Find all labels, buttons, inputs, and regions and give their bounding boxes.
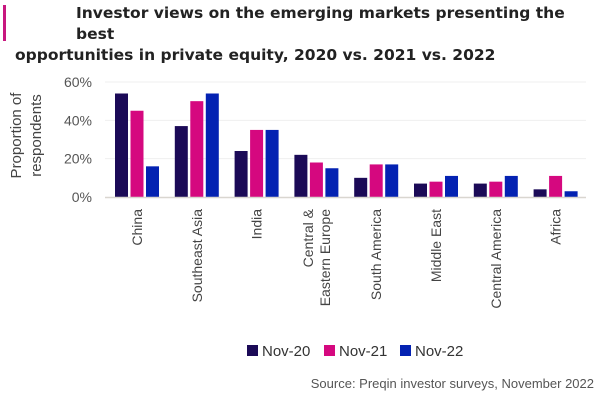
bar-nov-22-central-america — [504, 175, 518, 197]
bar-nov-20-central-eastern-europe — [294, 154, 308, 197]
bar-nov-22-india — [265, 129, 279, 197]
bar-nov-20-south-america — [354, 177, 368, 197]
legend-label-nov-20: Nov-20 — [262, 343, 310, 360]
y-tick-label: 40% — [64, 112, 92, 128]
y-axis-label: Proportion of respondents — [8, 92, 45, 179]
bar-nov-20-india — [234, 151, 248, 197]
legend-swatch-nov-20 — [247, 345, 258, 356]
x-axis-category-labels: China Southeast Asia India Central & Eastern… — [129, 208, 564, 308]
x-tick-label: Middle East — [428, 209, 444, 282]
bar-nov-21-central-eastern-europe — [309, 162, 323, 197]
y-tick-label: 60% — [64, 74, 92, 90]
bar-nov-22-china — [146, 166, 159, 197]
y-axis-label-line: Proportion of — [8, 92, 25, 179]
bar-nov-21-china — [130, 110, 144, 197]
chart-title-line-2: opportunities in private equity, 2020 vs… — [15, 46, 496, 64]
x-tick-label: Africa — [548, 209, 564, 245]
legend-label-nov-21: Nov-21 — [339, 343, 387, 360]
bar-nov-22-south-america — [385, 164, 399, 197]
bar-nov-20-china — [115, 93, 128, 197]
source-note: Source: Preqin investor surveys, Novembe… — [310, 376, 594, 391]
title-accent-bar — [3, 5, 6, 41]
x-tick-label: Eastern Europe — [317, 209, 333, 306]
y-tick-label: 0% — [72, 189, 92, 205]
bar-nov-20-africa — [533, 189, 547, 197]
legend-swatch-nov-22 — [400, 345, 411, 356]
bar-nov-21-central-america — [489, 181, 503, 197]
x-tick-label: India — [249, 209, 265, 240]
y-axis-label-line: respondents — [28, 94, 45, 177]
bar-nov-22-central-eastern-europe — [325, 168, 339, 197]
bar-nov-21-africa — [549, 175, 563, 197]
y-tick-label: 20% — [64, 151, 92, 167]
bar-nov-21-southeast-asia — [190, 101, 204, 197]
bar-nov-20-middle-east — [414, 183, 427, 197]
x-tick-label: China — [129, 209, 145, 246]
x-tick-label: South America — [368, 209, 384, 300]
bar-nov-22-southeast-asia — [205, 93, 219, 197]
chart-title-line-1: Investor views on the emerging markets p… — [76, 4, 565, 43]
bar-nov-21-india — [250, 129, 264, 197]
legend-label-nov-22: Nov-22 — [415, 343, 463, 360]
chart-title: Investor views on the emerging markets p… — [15, 3, 595, 66]
bars — [115, 93, 578, 197]
y-axis-ticks: 0% 20% 40% 60% — [64, 74, 92, 205]
bar-nov-20-central-america — [473, 183, 487, 197]
x-tick-label: Central America — [488, 209, 504, 309]
bar-nov-21-south-america — [369, 164, 383, 197]
legend: Nov-20 Nov-21 Nov-22 — [247, 343, 463, 360]
bar-nov-21-middle-east — [429, 181, 443, 197]
legend-swatch-nov-21 — [324, 345, 335, 356]
bar-nov-22-middle-east — [445, 175, 458, 197]
x-tick-label: Central & — [300, 208, 316, 267]
bar-nov-20-southeast-asia — [174, 126, 188, 197]
x-tick-label: Southeast Asia — [189, 209, 205, 303]
bar-nov-22-africa — [564, 191, 578, 197]
